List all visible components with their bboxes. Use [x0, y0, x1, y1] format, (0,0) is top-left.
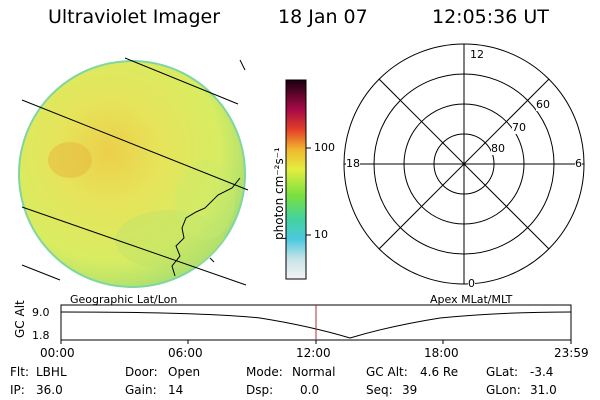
- altitude-y-tick-high: 9.0: [32, 306, 50, 319]
- gain-value: 14: [168, 383, 184, 397]
- coastline: [171, 177, 241, 277]
- gc-alt-value: 4.6 Re: [420, 365, 459, 379]
- date-label: 18 Jan 07: [278, 6, 368, 28]
- disk-speckle: [48, 142, 235, 270]
- geographic-panel-label: Geographic Lat/Lon: [70, 293, 178, 306]
- mlt-label-6: 6: [575, 157, 582, 170]
- colorbar-tick-100: 100: [314, 141, 335, 154]
- x-tick-1200: 12:00: [296, 346, 331, 360]
- lat-lon-grid-lines: [21, 57, 249, 286]
- colorbar-tick-10: 10: [314, 228, 328, 241]
- glat-value: -3.4: [530, 365, 554, 379]
- apex-panel-label: Apex MLat/MLT: [430, 293, 513, 306]
- door-label: Door:: [125, 365, 158, 379]
- mode-value: Normal: [292, 365, 336, 379]
- instrument-title: Ultraviolet Imager: [48, 6, 221, 28]
- altitude-curve: [60, 311, 572, 339]
- lat-label-70: 70: [512, 121, 526, 134]
- x-tick-0000: 00:00: [40, 346, 75, 360]
- filter-label: Flt:: [10, 365, 29, 379]
- glon-label: GLon:: [486, 383, 521, 397]
- door-value: Open: [168, 365, 201, 379]
- x-tick-2359: 23:59: [554, 346, 589, 360]
- seq-value: 39: [402, 383, 418, 397]
- gain-label: Gain:: [125, 383, 157, 397]
- glon-value: 31.0: [530, 383, 557, 397]
- time-label: 12:05:36 UT: [432, 6, 549, 28]
- glat-label: GLat:: [486, 365, 519, 379]
- altitude-y-tick-low: 1.8: [32, 329, 50, 342]
- mlt-label-18: 18: [346, 157, 360, 170]
- mlt-label-0: 0: [468, 277, 475, 290]
- ip-label: IP:: [10, 383, 25, 397]
- altitude-axis-title: GC Alt: [13, 300, 27, 338]
- seq-label: Seq:: [366, 383, 393, 397]
- ip-value: 36.0: [36, 383, 63, 397]
- mlt-label-12: 12: [470, 48, 484, 61]
- lat-label-80: 80: [491, 142, 505, 155]
- x-tick-0600: 06:00: [168, 346, 203, 360]
- dsp-value: 0.0: [300, 383, 320, 397]
- dsp-label: Dsp:: [246, 383, 274, 397]
- lat-label-60: 60: [536, 98, 550, 111]
- mode-label: Mode:: [246, 365, 283, 379]
- filter-value: LBHL: [36, 365, 67, 379]
- gc-alt-label: GC Alt:: [366, 365, 408, 379]
- x-tick-1800: 18:00: [424, 346, 459, 360]
